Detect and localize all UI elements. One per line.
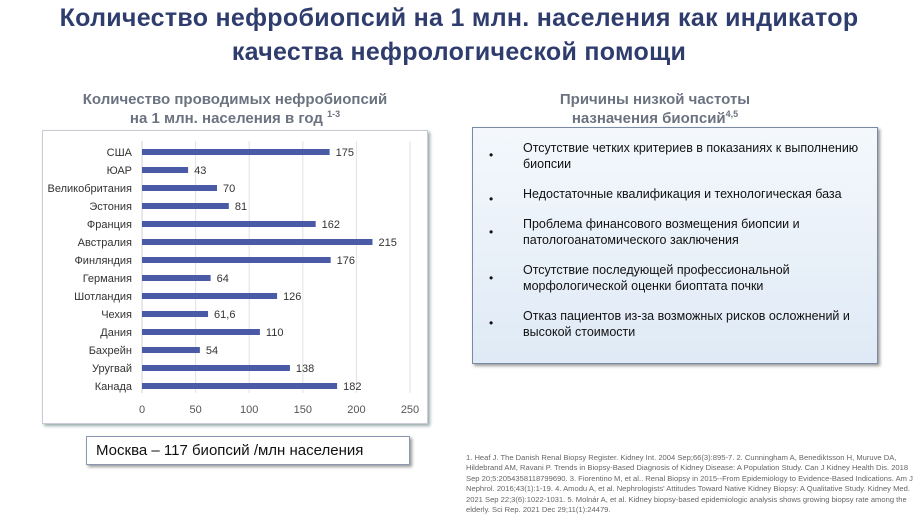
page-title-line1: Количество нефробиопсий на 1 млн. населе… bbox=[59, 4, 859, 32]
bar-chart: 0 50 100 150 200 250 США 175 ЮАР 43 Великобритания… bbox=[42, 130, 428, 424]
bar bbox=[142, 329, 260, 335]
category-label: Великобритания bbox=[48, 183, 133, 195]
category-label: Шотландия bbox=[74, 291, 132, 303]
bar bbox=[142, 239, 373, 245]
chart-svg: 0 50 100 150 200 250 США 175 ЮАР 43 Великобритания… bbox=[48, 141, 419, 416]
reason-item: Недостаточные квалификация и технологиче… bbox=[523, 187, 842, 201]
data-label: 126 bbox=[283, 291, 301, 303]
data-label: 64 bbox=[217, 273, 229, 285]
chart-title-line2: на 1 млн. населения в год bbox=[129, 110, 323, 127]
moscow-stat: Москва – 117 биопсий /млн населения bbox=[86, 436, 410, 465]
x-tick-label: 150 bbox=[294, 404, 312, 416]
category-label: Чехия bbox=[101, 309, 132, 321]
bar bbox=[142, 347, 200, 353]
data-label: 215 bbox=[378, 237, 396, 249]
references: 1. Heaf J. The Danish Renal Biopsy Regis… bbox=[466, 453, 913, 515]
data-label: 182 bbox=[343, 381, 361, 393]
data-label: 110 bbox=[266, 327, 284, 339]
page-title-line2: качества нефрологической помощи bbox=[231, 38, 687, 66]
reasons-title: Причины низкой частоты назначения биопси… bbox=[480, 92, 830, 126]
data-label: 54 bbox=[206, 345, 218, 357]
bar bbox=[142, 221, 316, 227]
x-tick-label: 0 bbox=[139, 404, 145, 416]
reason-item: Отказ пациентов из-за возможных рисков о… bbox=[523, 309, 850, 339]
category-label: Уругвай bbox=[92, 363, 132, 375]
category-label: Финляндия bbox=[74, 255, 132, 267]
bar bbox=[142, 365, 290, 371]
data-label: 70 bbox=[223, 183, 235, 195]
data-label: 176 bbox=[337, 255, 355, 267]
bar bbox=[142, 149, 330, 155]
reasons-title-line1: Причины низкой частоты bbox=[559, 91, 751, 108]
bullet: • bbox=[489, 271, 494, 285]
bar bbox=[142, 257, 331, 263]
chart-title-sup: 1-3 bbox=[327, 109, 341, 119]
reason-item: Отсутствие последующей профессиональной … bbox=[523, 263, 790, 293]
category-label: Германия bbox=[83, 273, 132, 285]
bar bbox=[142, 203, 229, 209]
data-label: 61,6 bbox=[214, 309, 235, 321]
bar bbox=[142, 383, 338, 389]
category-label: Дания bbox=[100, 327, 132, 339]
x-tick-label: 250 bbox=[401, 404, 419, 416]
bar bbox=[142, 185, 218, 191]
bullet: • bbox=[489, 225, 494, 239]
category-label: Франция bbox=[87, 219, 132, 231]
reason-item: Проблема финансового возмещения биопсии … bbox=[523, 217, 800, 247]
data-label: 175 bbox=[336, 147, 354, 159]
chart-title-line1: Количество проводимых нефробиопсий bbox=[82, 91, 388, 108]
bullet: • bbox=[489, 148, 494, 162]
reasons-title-line2: назначения биопсий bbox=[571, 110, 726, 127]
category-label: ЮАР bbox=[107, 165, 132, 177]
chart-title: Количество проводимых нефробиопсий на 1 … bbox=[40, 92, 430, 126]
bar bbox=[142, 167, 189, 173]
data-label: 43 bbox=[194, 165, 206, 177]
bar bbox=[142, 293, 278, 299]
data-label: 162 bbox=[322, 219, 340, 231]
bullet: • bbox=[489, 192, 494, 206]
category-label: Австралия bbox=[78, 237, 132, 249]
bar bbox=[142, 311, 209, 317]
data-label: 81 bbox=[235, 201, 247, 213]
reasons-box: • Отсутствие четких критериев в показани… bbox=[472, 127, 878, 364]
x-tick-label: 50 bbox=[189, 404, 201, 416]
data-label: 138 bbox=[296, 363, 314, 375]
x-tick-label: 100 bbox=[240, 404, 258, 416]
category-label: Бахрейн bbox=[89, 345, 132, 357]
bar bbox=[142, 275, 211, 281]
bullet: • bbox=[489, 316, 494, 330]
reasons-title-sup: 4,5 bbox=[725, 109, 739, 119]
category-label: Канада bbox=[95, 381, 133, 393]
category-label: США bbox=[107, 147, 133, 159]
category-label: Эстония bbox=[89, 201, 132, 213]
reason-item: Отсутствие четких критериев в показаниях… bbox=[523, 141, 859, 171]
x-tick-label: 200 bbox=[347, 404, 365, 416]
